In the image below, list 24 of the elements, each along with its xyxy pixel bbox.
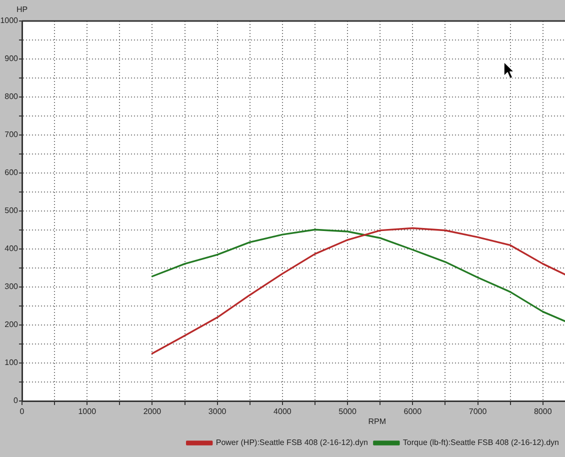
y-tick-label: 200 bbox=[4, 320, 19, 330]
x-tick-label: 3000 bbox=[208, 407, 227, 416]
x-tick-label: 5000 bbox=[338, 407, 357, 416]
x-tick-label: 2000 bbox=[143, 407, 162, 416]
x-tick-label: 0 bbox=[20, 407, 25, 416]
y-tick-label: 100 bbox=[4, 358, 19, 368]
y-tick-label: 300 bbox=[4, 282, 19, 292]
legend-label: Torque (lb-ft):Seattle FSB 408 (2-16-12).dyn bbox=[402, 438, 560, 448]
legend-label: Power (HP):Seattle FSB 408 (2-16-12).dyn bbox=[216, 438, 368, 448]
x-tick-label: 4000 bbox=[274, 407, 292, 416]
y-tick-label: 0 bbox=[14, 396, 19, 406]
y-tick-label: 600 bbox=[4, 168, 19, 178]
y-tick-label: 1000 bbox=[0, 16, 19, 26]
x-tick-label: 6000 bbox=[404, 407, 422, 416]
y-tick-label: 500 bbox=[4, 206, 19, 216]
x-tick-label: 7000 bbox=[468, 407, 488, 416]
x-axis-title: RPM bbox=[368, 417, 386, 426]
y-tick-label: 400 bbox=[4, 244, 19, 254]
y-tick-label: 700 bbox=[4, 130, 19, 140]
y-tick-label: 900 bbox=[4, 54, 19, 64]
x-tick-label: 1000 bbox=[78, 407, 97, 416]
x-tick-label: 8000 bbox=[534, 407, 552, 416]
y-axis-title: HP bbox=[16, 5, 28, 14]
y-tick-label: 800 bbox=[4, 92, 19, 102]
